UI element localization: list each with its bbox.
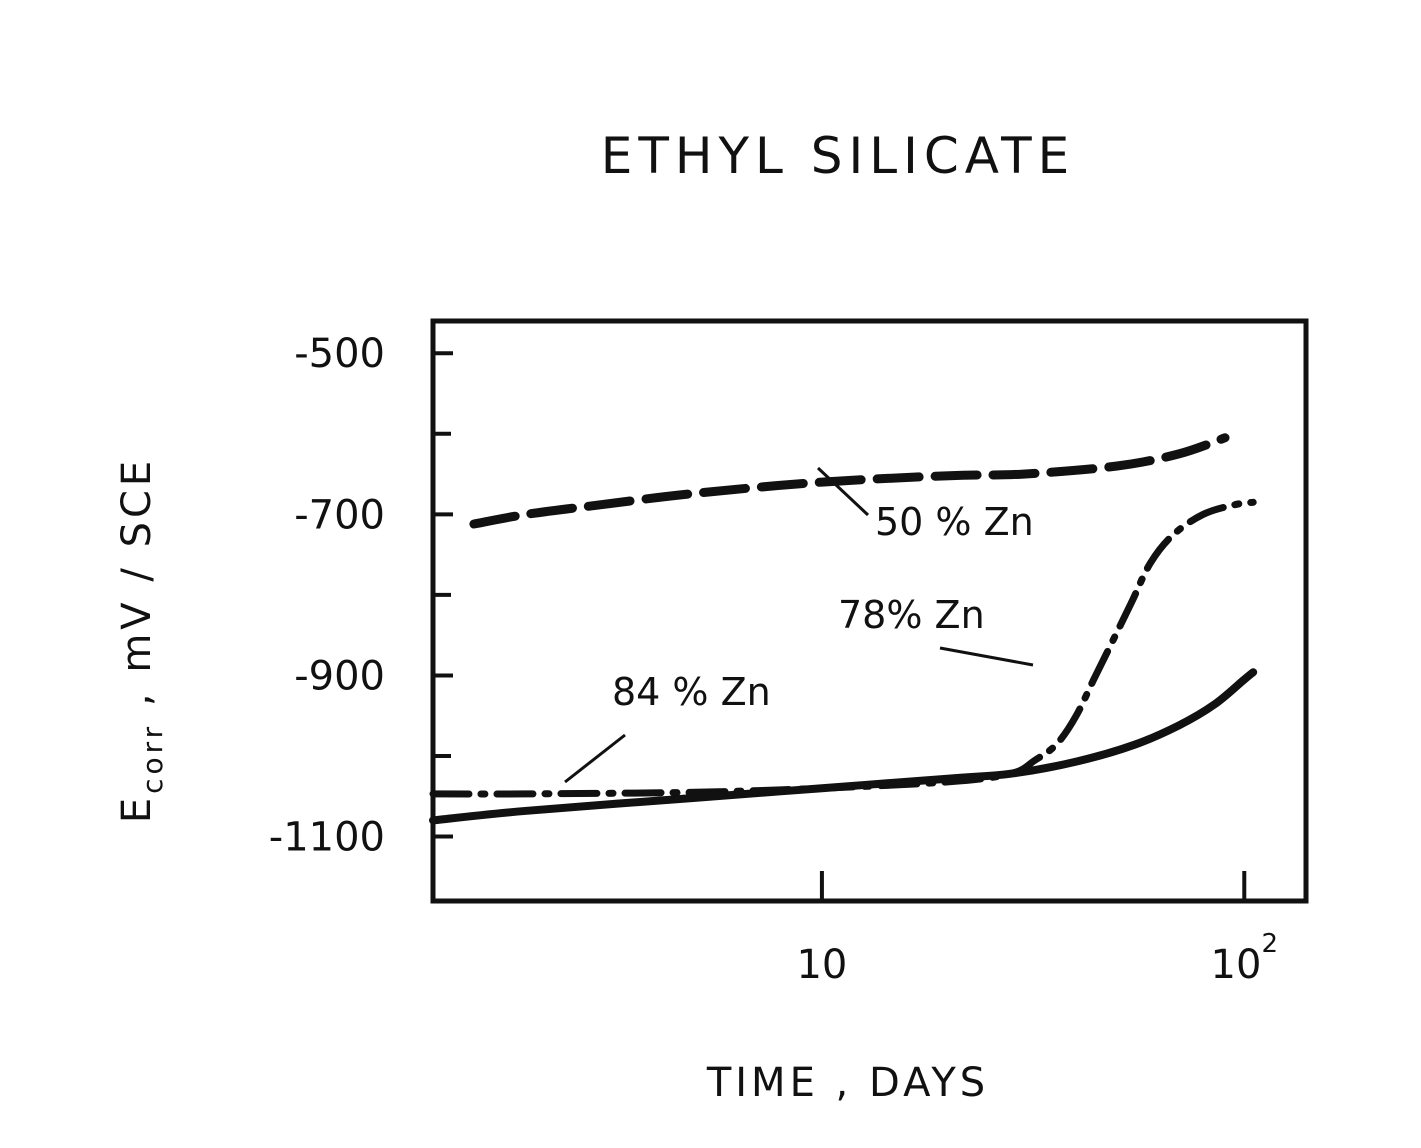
y-tick-label: -1100 <box>269 815 385 861</box>
annotation-layer: 50 % Zn 78% Zn 84 % Zn <box>564 466 1034 784</box>
x-axis-label: TIME , DAYS <box>706 1060 989 1106</box>
series-84-zn-line <box>429 668 1258 825</box>
series-78-zn-line <box>429 498 1257 798</box>
annotation-label-84-zn: 84 % Zn <box>612 670 771 714</box>
y-axis-label-main: E <box>114 794 160 823</box>
x-tick-label: 102 <box>1211 929 1278 988</box>
annotation-leader-line <box>564 733 626 784</box>
series-50-zn-line <box>469 433 1230 529</box>
annotation-leader-line <box>939 646 1034 667</box>
y-axis-label: Ecorr , mV / SCE <box>114 457 169 823</box>
y-axis-label-subscript: corr <box>136 723 169 794</box>
x-tick-label: 10 <box>796 942 847 988</box>
y-tick-label: -900 <box>294 653 385 699</box>
y-axis: -500 -700 -900 -1100 <box>269 331 453 861</box>
annotation-leader-line <box>816 466 870 517</box>
y-tick-label: -700 <box>294 492 385 538</box>
annotation-label-78-zn: 78% Zn <box>838 593 985 637</box>
chart-title: ETHYL SILICATE <box>601 127 1075 185</box>
x-axis: 10 102 <box>796 871 1278 988</box>
series-layer <box>429 433 1258 825</box>
y-axis-label-units: , mV / SCE <box>114 457 160 723</box>
annotation-label-50-zn: 50 % Zn <box>875 500 1034 544</box>
plot-frame <box>430 318 1309 904</box>
y-tick-label: -500 <box>294 331 385 377</box>
